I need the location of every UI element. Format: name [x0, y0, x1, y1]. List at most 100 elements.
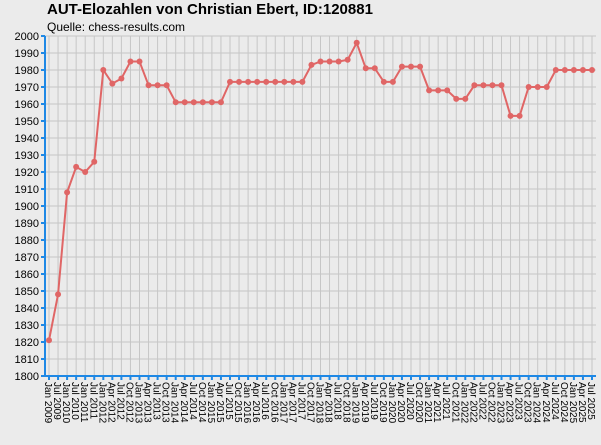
y-tick-label: 2000	[15, 31, 39, 43]
data-point	[552, 67, 559, 73]
y-tick-label: 1950	[15, 116, 39, 128]
data-point	[326, 58, 333, 65]
data-point	[462, 95, 469, 102]
x-tick-label: Oct 2022	[485, 382, 496, 423]
x-tick-label: Jan 2009	[42, 382, 53, 424]
x-tick-label: Jul 2009	[51, 382, 62, 420]
y-tick-label: 1850	[15, 286, 39, 298]
data-point	[181, 99, 188, 106]
data-point	[498, 82, 505, 89]
x-tick-label: Jul 2020	[404, 382, 415, 420]
data-point	[82, 169, 89, 175]
data-point	[480, 82, 487, 89]
data-point	[408, 63, 414, 70]
x-tick-label: Apr 2021	[431, 382, 442, 423]
x-tick-label: Oct 2016	[268, 382, 279, 423]
x-tick-label: Oct 2013	[160, 382, 171, 423]
y-tick-label: 1960	[15, 99, 39, 111]
data-point	[208, 99, 215, 106]
data-point	[118, 75, 125, 82]
data-point	[100, 67, 107, 73]
data-point	[254, 78, 261, 85]
x-tick-label: Apr 2019	[359, 382, 370, 423]
x-tick-label: Oct 2012	[123, 382, 134, 423]
x-tick-label: Jul 2021	[440, 382, 451, 420]
x-tick-label: Jul 2025	[585, 382, 596, 420]
x-tick-label: Jul 2017	[295, 382, 306, 420]
data-point	[398, 63, 405, 70]
data-point	[426, 87, 433, 94]
y-tick-label: 1820	[15, 337, 39, 349]
x-tick-label: Jul 2022	[476, 382, 487, 420]
data-point	[46, 337, 52, 344]
data-point	[489, 82, 496, 89]
y-tick-label: 1930	[15, 150, 39, 162]
x-tick-label: Jul 2019	[368, 382, 379, 420]
data-point	[263, 78, 270, 85]
x-tick-label: Jan 2021	[422, 382, 433, 424]
x-tick-label: Apr 2016	[250, 382, 261, 423]
data-point	[145, 82, 152, 89]
y-tick-label: 1990	[15, 48, 39, 60]
y-tick-label: 1840	[15, 303, 39, 315]
x-tick-label: Jan 2014	[169, 382, 180, 424]
x-tick-label: Apr 2013	[142, 382, 153, 423]
data-point	[516, 112, 523, 119]
y-tick-label: 1800	[15, 371, 39, 383]
x-tick-label: Jul 2018	[332, 382, 343, 420]
x-tick-label: Jan 2018	[314, 382, 325, 424]
x-tick-label: Apr 2012	[105, 382, 116, 423]
x-tick-label: Jan 2019	[350, 382, 361, 424]
x-tick-label: Jul 2011	[87, 382, 98, 420]
x-tick-label: Jul 2014	[187, 382, 198, 420]
x-tick-label: Oct 2015	[232, 382, 243, 423]
data-point	[453, 95, 460, 102]
x-tick-label: Oct 2021	[449, 382, 460, 423]
x-tick-label: Jul 2013	[151, 382, 162, 420]
x-tick-label: Jul 2016	[259, 382, 270, 420]
x-tick-label: Jan 2024	[531, 382, 542, 424]
data-point	[227, 78, 233, 85]
x-tick-label: Jul 2010	[69, 382, 80, 420]
y-tick-label: 1920	[15, 167, 39, 179]
x-tick-label: Jan 2016	[241, 382, 252, 424]
y-tick-label: 1880	[15, 235, 39, 247]
data-point	[272, 78, 279, 85]
x-tick-label: Jul 2012	[114, 382, 125, 420]
data-point	[380, 78, 387, 85]
data-point	[154, 82, 161, 89]
y-tick-label: 1830	[15, 320, 39, 332]
data-point	[435, 87, 442, 94]
x-tick-label: Jan 2020	[386, 382, 397, 424]
data-point	[444, 87, 451, 94]
data-point	[507, 112, 514, 119]
y-tick-label: 1810	[15, 354, 39, 366]
y-tick-label: 1980	[15, 65, 39, 77]
data-point	[543, 84, 550, 90]
x-tick-label: Jul 2015	[223, 382, 234, 420]
x-tick-label: Jan 2011	[78, 382, 89, 423]
y-tick-label: 1910	[15, 184, 39, 196]
data-point	[534, 84, 541, 90]
data-point	[55, 291, 62, 298]
data-point	[317, 58, 324, 65]
data-point	[362, 65, 369, 72]
x-tick-label: Apr 2020	[395, 382, 406, 423]
x-tick-label: Jan 2017	[277, 382, 288, 424]
x-tick-label: Apr 2024	[540, 382, 551, 423]
y-tick-label: 1970	[15, 82, 39, 94]
x-tick-label: Jan 2012	[96, 382, 107, 424]
x-tick-label: Jan 2022	[458, 382, 469, 424]
data-point	[236, 78, 243, 85]
x-tick-label: Apr 2015	[214, 382, 225, 423]
data-point	[525, 84, 532, 90]
data-point	[308, 61, 315, 68]
data-point	[281, 78, 288, 85]
x-tick-label: Jan 2015	[205, 382, 216, 424]
x-tick-label: Oct 2023	[522, 382, 533, 423]
data-point	[344, 56, 351, 63]
data-point	[290, 78, 297, 85]
data-point	[589, 67, 595, 73]
